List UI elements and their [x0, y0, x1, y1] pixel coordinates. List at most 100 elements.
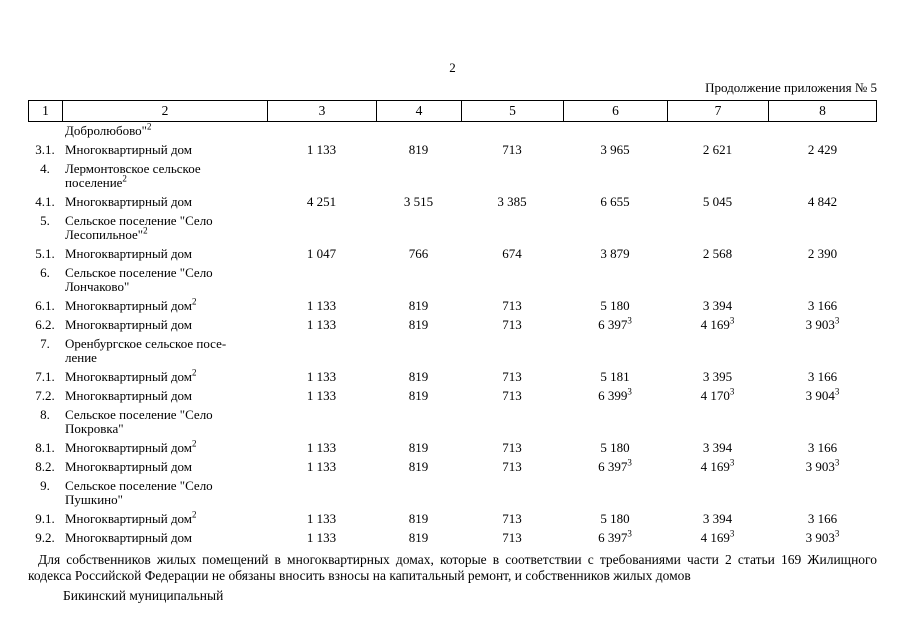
row-value-cell: 3 515: [403, 194, 434, 209]
row-number-cell: 6.2.: [35, 317, 55, 332]
table-header-cell: 1: [29, 101, 63, 121]
row-name-cell: Многоквартирный дом: [65, 194, 193, 209]
superscript-note: 3: [834, 457, 840, 468]
table-row: 8.2. Многоквартирный дом 1 133 819 713 6 3973…: [28, 457, 877, 474]
row-value-cell: [563, 408, 667, 436]
row-value-cell: [461, 266, 563, 294]
row-name-cell: Многоквартирный дом2: [65, 367, 197, 384]
row-value-cell: 1 133: [306, 388, 337, 403]
row-value-cell: 5 180: [600, 511, 630, 526]
row-value-cell: [267, 266, 376, 294]
row-value-cell: 1 047: [306, 246, 337, 261]
superscript-note: 2: [192, 509, 197, 520]
row-number-cell: 5.1.: [35, 246, 55, 261]
row-number-cell: 8.1.: [35, 440, 55, 455]
row-value-cell: 5 181: [600, 369, 630, 384]
row-value-cell: 3 166: [807, 440, 838, 455]
row-value-cell: [768, 266, 877, 294]
row-value-cell: 713: [502, 459, 522, 474]
superscript-note: 3: [834, 315, 840, 326]
row-value-cell: 6 3973: [598, 457, 632, 474]
row-value-cell: 3 166: [807, 298, 838, 313]
footer-text: Бикинский муниципальный: [63, 588, 224, 603]
row-value-cell: 5 180: [600, 440, 630, 455]
row-name-cell: Сельское поселение "Село Лончаково": [65, 265, 213, 294]
table-header-cell: 2: [63, 101, 268, 121]
row-value-cell: [461, 124, 563, 138]
row-value-cell: 713: [502, 142, 522, 157]
row-value-cell: [563, 214, 667, 242]
row-value-cell: 819: [408, 298, 429, 313]
table: 1 2 3 4 5 6 7 8 Добролюбово"2 3.1. Многокв…: [28, 100, 877, 550]
row-number-cell: 4.: [40, 161, 50, 176]
row-value-cell: [768, 214, 877, 242]
row-number-cell: 7.: [40, 336, 50, 351]
row-value-cell: [376, 162, 461, 190]
row-name-cell: Многоквартирный дом: [65, 317, 193, 332]
table-header-cell: 6: [564, 101, 668, 121]
row-value-cell: 713: [502, 317, 522, 332]
row-value-cell: 819: [408, 440, 429, 455]
superscript-note: 2: [192, 438, 197, 449]
row-number-cell: 8.2.: [35, 459, 55, 474]
row-value-cell: 4 1693: [700, 315, 735, 332]
row-value-cell: 1 133: [306, 440, 337, 455]
row-value-cell: [461, 408, 563, 436]
row-value-cell: 1 133: [306, 369, 337, 384]
table-row: 6.2. Многоквартирный дом 1 133 819 713 6 3973…: [28, 315, 877, 332]
row-number-cell: 7.1.: [35, 369, 55, 384]
row-name-cell: Многоквартирный дом2: [65, 438, 197, 455]
superscript-note: 3: [729, 386, 735, 397]
row-number-cell: 9.: [40, 478, 50, 493]
table-row: 6.1. Многоквартирный дом2 1 133 819 713 5 180…: [28, 296, 877, 313]
row-name-cell: Сельское поселение "Село Покровка": [65, 407, 213, 436]
row-name-cell: Добролюбово"2: [65, 121, 152, 138]
table-row: 8.1. Многоквартирный дом2 1 133 819 713 5 180…: [28, 438, 877, 455]
row-name-cell: Сельское поселение "Село Лесопильное"2: [65, 213, 213, 242]
superscript-note: 3: [834, 386, 840, 397]
row-value-cell: [267, 214, 376, 242]
row-number-cell: [28, 124, 62, 138]
row-value-cell: [376, 124, 461, 138]
superscript-note: 3: [729, 528, 735, 539]
row-value-cell: 3 9033: [805, 457, 840, 474]
row-value-cell: [376, 337, 461, 365]
row-number-cell: 8.: [40, 407, 50, 422]
row-value-cell: 674: [502, 246, 522, 261]
row-name-cell: Лермонтовское сельское поселение2: [65, 161, 201, 190]
row-name-cell: Многоквартирный дом: [65, 246, 193, 261]
table-row: 9. Сельское поселение "Село Пушкино": [28, 479, 877, 507]
row-value-cell: 3 9043: [805, 386, 840, 403]
table-row: 5.1. Многоквартирный дом 1 047 766 674 3 879 2…: [28, 247, 877, 261]
superscript-note: 3: [834, 528, 840, 539]
table-header-cell: 3: [268, 101, 377, 121]
row-value-cell: 3 166: [807, 369, 838, 384]
row-value-cell: 713: [502, 369, 522, 384]
row-value-cell: [267, 124, 376, 138]
row-value-cell: 2 390: [807, 246, 838, 261]
table-row: 7. Оренбургское сельское посе- ление: [28, 337, 877, 365]
row-value-cell: 819: [408, 317, 429, 332]
row-value-cell: [768, 408, 877, 436]
row-value-cell: [376, 408, 461, 436]
table-row: 6. Сельское поселение "Село Лончаково": [28, 266, 877, 294]
row-value-cell: 3 394: [702, 298, 733, 313]
row-value-cell: [563, 337, 667, 365]
table-header-cell: 4: [377, 101, 462, 121]
table-row: Добролюбово"2: [28, 121, 877, 138]
row-value-cell: 1 133: [306, 511, 337, 526]
superscript-note: 2: [192, 296, 197, 307]
table-row: 4. Лермонтовское сельское поселение2: [28, 162, 877, 190]
row-value-cell: [667, 408, 768, 436]
row-value-cell: 3 394: [702, 440, 733, 455]
row-number-cell: 3.1.: [35, 142, 55, 157]
row-value-cell: 713: [502, 388, 522, 403]
superscript-note: 3: [627, 457, 632, 468]
table-header-row: 1 2 3 4 5 6 7 8: [28, 100, 877, 122]
row-value-cell: [461, 162, 563, 190]
row-value-cell: [267, 479, 376, 507]
row-value-cell: [667, 124, 768, 138]
row-value-cell: 3 385: [497, 194, 527, 209]
row-name-cell: Многоквартирный дом2: [65, 509, 197, 526]
row-value-cell: [768, 337, 877, 365]
